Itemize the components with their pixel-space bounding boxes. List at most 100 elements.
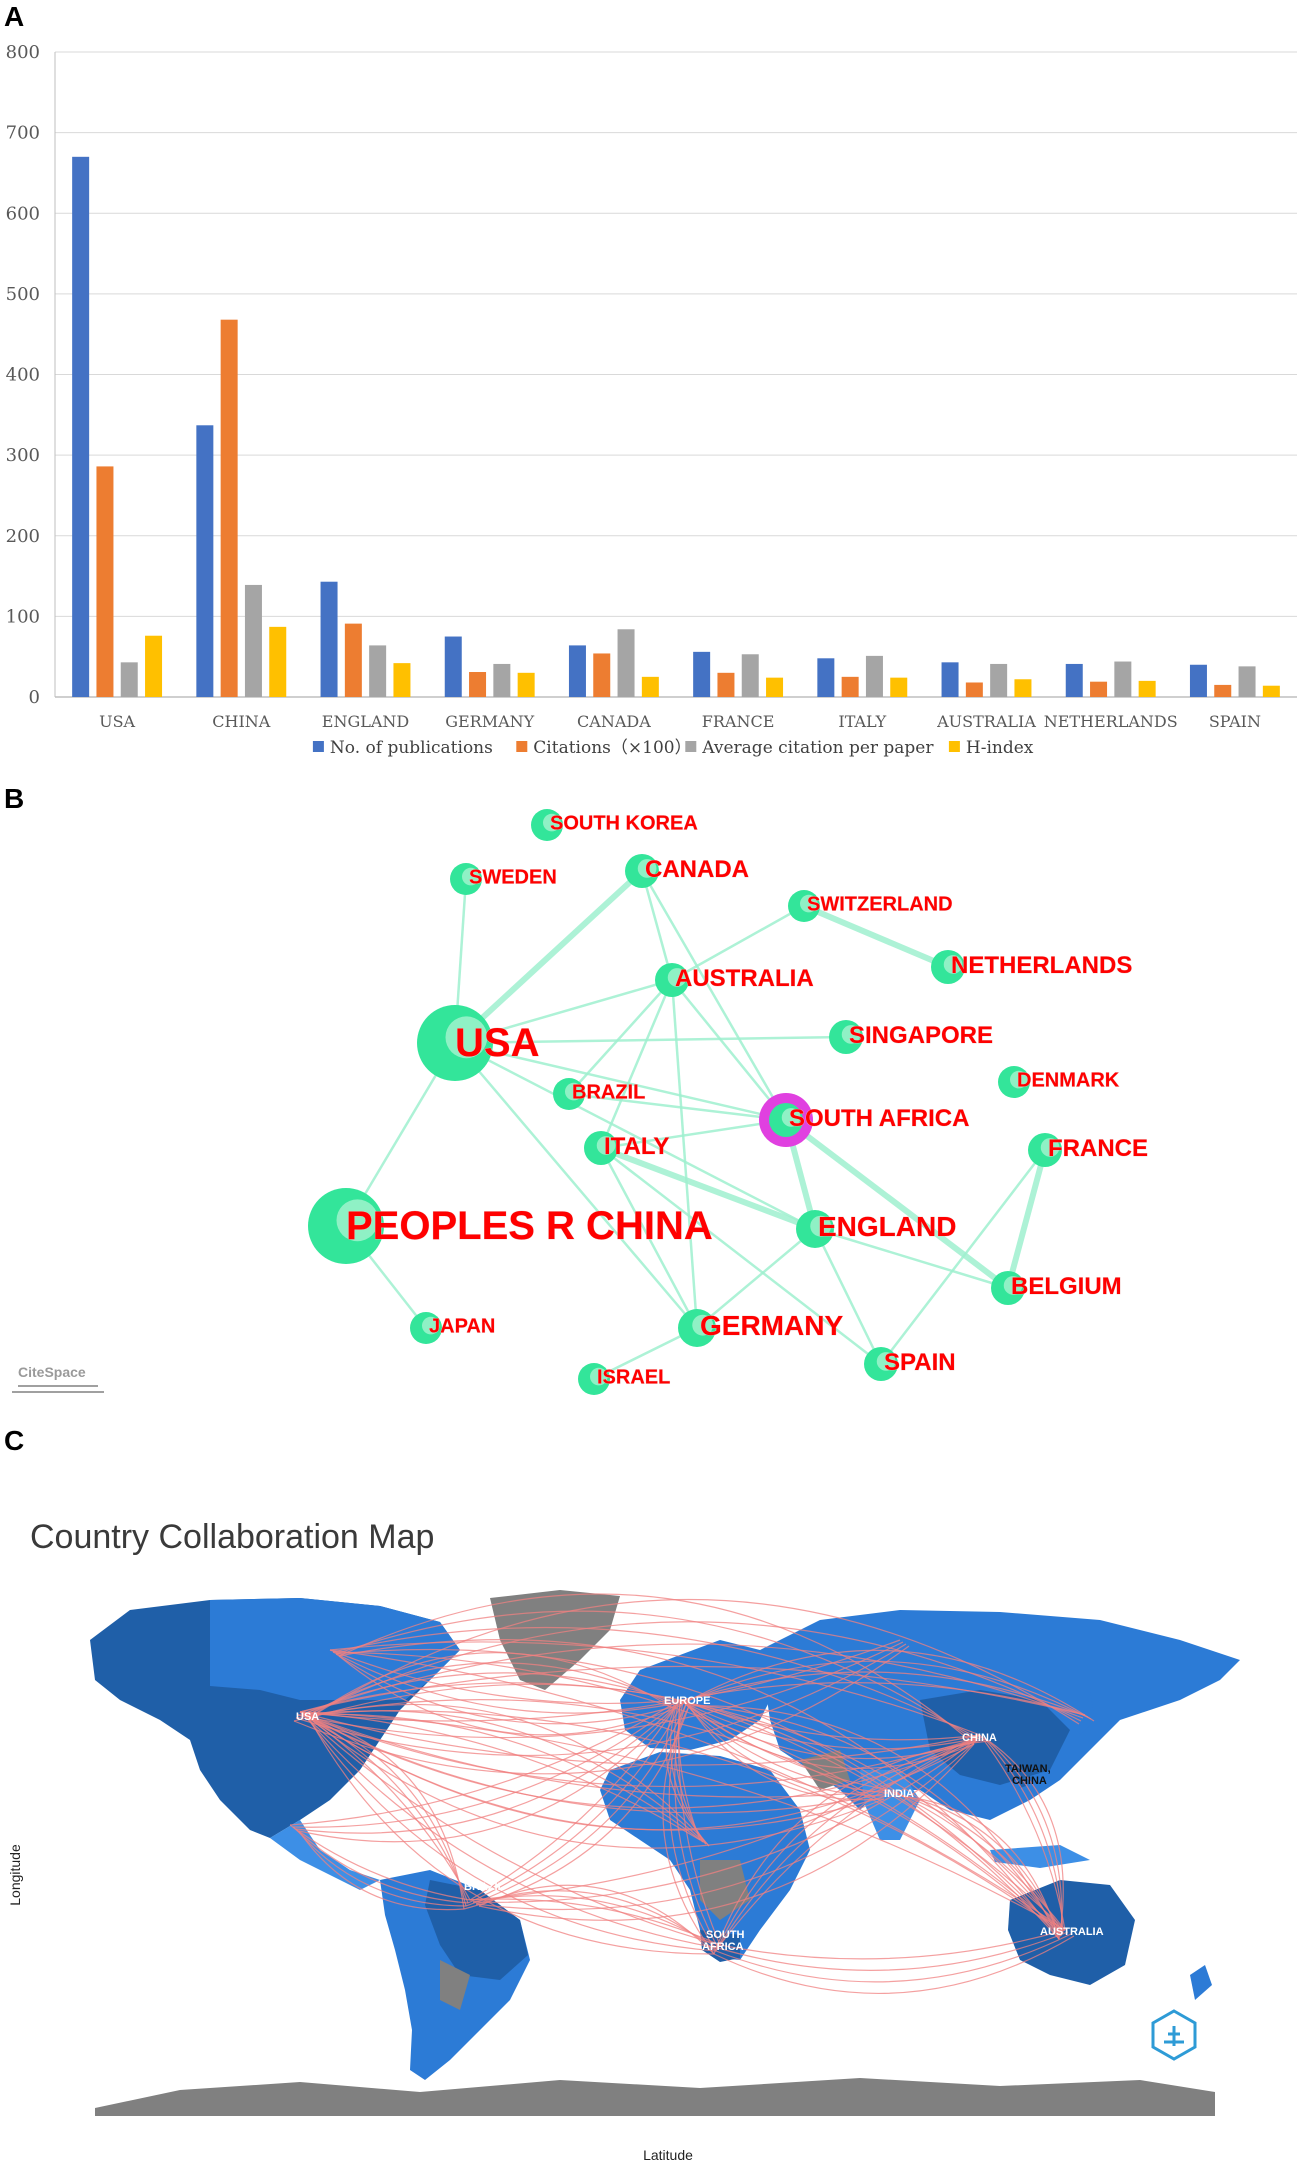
network-node-core [596, 1136, 616, 1155]
collaboration-link [302, 1713, 889, 1814]
network-node-label: PEOPLES R CHINA [346, 1204, 713, 1248]
y-tick-label: 100 [6, 606, 40, 627]
panel-b: B USA PEOPLES R CHINA CANADA SOUTH KOREA SWE… [4, 783, 1148, 1395]
collaboration-link [295, 1643, 907, 1756]
collaboration-links [289, 1593, 1095, 1995]
network-node-label: CANADA [645, 856, 749, 883]
x-category-label: AUSTRALIA [936, 712, 1036, 731]
network-edge [640, 870, 674, 981]
bar [717, 672, 735, 697]
collaboration-link [308, 1717, 715, 1955]
collaboration-link [469, 1734, 981, 1901]
x-category-label: USA [99, 712, 135, 731]
collaboration-link [478, 1884, 715, 1955]
collaboration-link [713, 1740, 990, 1955]
y-tick-label: 600 [6, 203, 40, 224]
legend-label: Average citation per paper [701, 738, 934, 758]
bar [196, 425, 214, 697]
bar [593, 653, 611, 697]
collaboration-link [298, 1708, 675, 1843]
collaboration-link [299, 1711, 981, 1766]
bar [1114, 661, 1132, 697]
network-edge [802, 903, 950, 970]
collaboration-link [335, 1610, 977, 1742]
legend-swatch [685, 741, 697, 752]
collaboration-link [338, 1639, 1060, 1940]
network-node-core [781, 1108, 801, 1127]
collaboration-link [719, 1929, 1066, 1960]
collaboration-link [985, 1738, 1063, 1937]
bar [766, 677, 784, 697]
network-node-label: GERMANY [700, 1310, 843, 1341]
bibliometrix-logo-glyph [1164, 2026, 1184, 2046]
network-node-core [336, 1199, 379, 1242]
bar [890, 677, 908, 697]
network-node-label: SPAIN [884, 1349, 956, 1376]
legend-label: No. of publications [330, 738, 493, 758]
collaboration-link [988, 1740, 1064, 1940]
network-node-core [667, 968, 687, 987]
world-map [90, 1590, 1240, 2116]
network-edge [599, 979, 674, 1149]
collaboration-link [898, 1795, 1060, 1940]
network-node-label: SWEDEN [469, 867, 557, 889]
collaboration-link [478, 1743, 975, 1921]
y-tick-labels: 0 100 200 300 400 500 600 700 800 [6, 42, 40, 708]
network-node-core [692, 1314, 714, 1336]
map-label-europe: EUROPE [664, 1695, 710, 1707]
collaboration-link [289, 1824, 471, 1901]
collaboration-link [297, 1713, 704, 1843]
bar [1262, 685, 1280, 697]
collaboration-link [467, 1701, 684, 1904]
collaboration-link [298, 1830, 465, 1911]
collaboration-link [332, 1651, 679, 1714]
south-america-nodata [440, 1960, 470, 2010]
bar [617, 629, 635, 697]
bibliometrix-logo [1151, 2009, 1197, 2061]
collaboration-link [308, 1717, 885, 1849]
panel-c-letter: C [4, 1425, 24, 1456]
bar [1014, 679, 1032, 697]
collaboration-link [682, 1701, 979, 1750]
bar [344, 623, 362, 697]
legend-swatch [516, 741, 528, 752]
africa [600, 1752, 810, 1960]
bar [244, 584, 262, 697]
bars [72, 156, 1280, 697]
bar [641, 676, 659, 697]
map-label-usa: USA [296, 1711, 319, 1723]
bar [96, 466, 114, 697]
map-y-axis-title: Longitude [7, 1844, 23, 1906]
network-edge [640, 870, 788, 1121]
antarctica [95, 2078, 1215, 2116]
network-edge [599, 1147, 699, 1329]
bar [393, 663, 411, 697]
collaboration-link [295, 1710, 707, 1845]
network-node-core [1010, 1070, 1028, 1089]
network-node-core [462, 867, 480, 886]
network-edge [600, 1147, 882, 1365]
collaboration-link [292, 1702, 679, 1828]
collaboration-link [308, 1717, 465, 1910]
network-node-label: SINGAPORE [849, 1022, 993, 1049]
x-category-label: GERMANY [445, 712, 534, 731]
panel-b-letter: B [4, 783, 24, 814]
collaboration-link [682, 1701, 889, 1794]
collaboration-link [299, 1711, 701, 1841]
bar [865, 655, 883, 697]
network-node-label: BELGIUM [1011, 1273, 1122, 1300]
legend-swatch [948, 741, 960, 752]
network-edge [454, 1041, 816, 1231]
network-node-label: AUSTRALIA [675, 965, 814, 992]
y-tick-label: 400 [6, 365, 40, 386]
bar [965, 682, 983, 697]
bar [941, 662, 959, 697]
network-edge [454, 1035, 847, 1045]
legend-label: H-index [966, 738, 1034, 758]
map-label-south-africa-line1: SOUTH [706, 1929, 745, 1941]
network-edge [814, 1227, 1009, 1290]
new-zealand [1190, 1965, 1212, 2000]
network-node-core [422, 1316, 440, 1335]
collaboration-link [679, 1699, 1066, 1931]
